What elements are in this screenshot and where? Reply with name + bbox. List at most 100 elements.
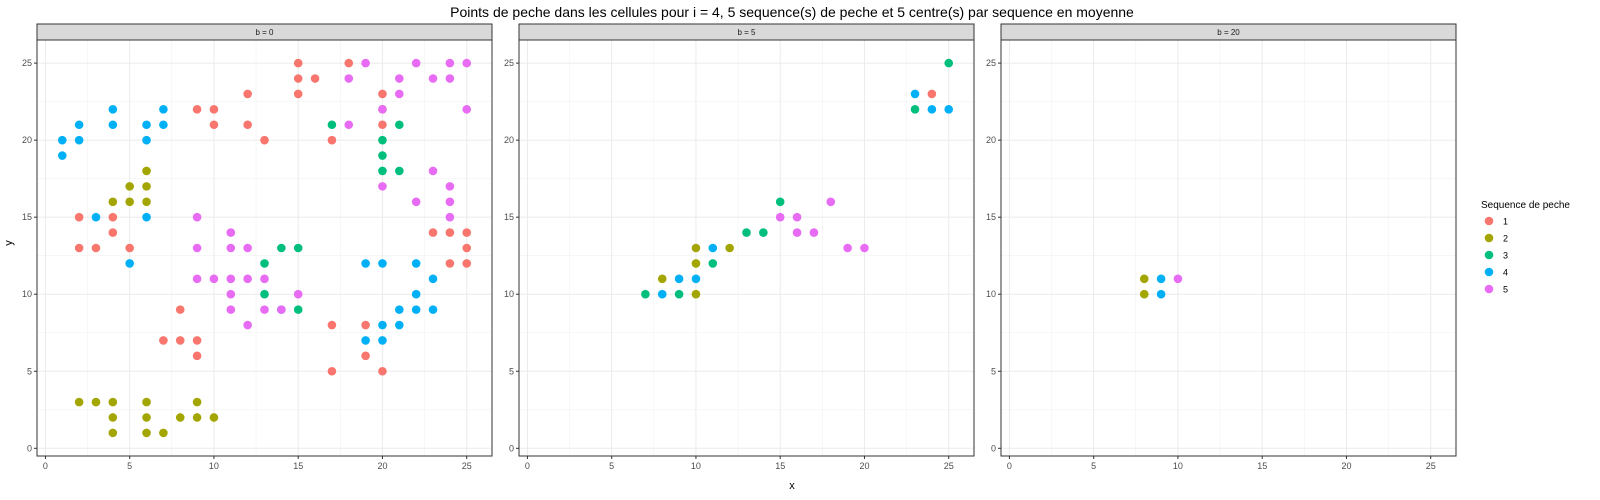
y-tick-label: 20 [22,135,32,145]
data-point-series-5 [445,58,455,68]
data-point-series-4 [74,120,84,130]
data-point-series-5 [344,120,354,130]
data-point-series-3 [277,243,286,253]
data-point-series-4 [395,320,404,330]
data-point-series-4 [428,274,438,284]
x-tick-label: 15 [293,461,303,471]
data-point-series-2 [209,413,219,422]
x-tick-label: 20 [377,461,387,471]
data-point-series-3 [378,166,387,176]
data-point-series-2 [108,197,118,207]
data-point-series-5 [1173,274,1183,284]
x-tick-label: 5 [609,461,614,471]
data-point-series-3 [641,289,650,299]
y-tick-label: 25 [22,58,32,68]
data-point-series-5 [809,228,819,237]
data-point-series-5 [792,212,802,222]
x-tick-label: 25 [1426,461,1436,471]
data-point-series-2 [192,413,202,422]
data-point-series-3 [260,259,269,268]
y-tick-label: 5 [27,366,32,376]
data-point-series-4 [411,259,421,268]
y-tick-label: 0 [509,443,514,453]
data-point-series-2 [192,397,202,407]
data-point-series-5 [378,182,387,191]
data-point-series-5 [395,89,404,99]
data-point-series-5 [395,74,404,83]
data-point-series-5 [344,74,354,83]
data-point-series-1 [462,228,472,237]
facet-panel: b = 0 0 5 10 15 20 25 0 5 10 15 20 25 [22,23,493,471]
data-point-series-5 [260,274,269,284]
data-point-series-4 [125,259,134,268]
legend-label-1: 1 [1503,217,1508,227]
data-point-series-5 [226,243,236,253]
data-point-series-5 [775,212,785,222]
data-point-series-4 [159,120,168,130]
panel-border [518,39,975,457]
data-point-series-5 [192,243,202,253]
data-point-series-3 [293,243,303,253]
legend-key-1 [1484,216,1494,226]
data-point-series-2 [108,397,118,407]
data-point-series-4 [927,105,937,114]
data-point-series-4 [691,274,701,284]
legend-label-3: 3 [1503,251,1508,261]
data-point-series-1 [159,336,168,345]
legend-key-4 [1484,267,1494,277]
data-point-series-1 [361,320,370,330]
data-point-series-1 [192,351,202,361]
data-point-series-3 [674,289,684,299]
data-point-series-3 [395,120,404,130]
data-point-series-2 [159,428,168,438]
data-point-series-4 [142,120,151,130]
data-point-series-4 [159,105,168,114]
data-point-series-4 [108,105,118,114]
panel-background [37,40,492,456]
y-axis-label: y [3,240,15,246]
data-point-series-4 [378,336,387,345]
legend-label-4: 4 [1503,268,1508,278]
data-point-series-2 [142,182,151,191]
data-point-series-2 [142,197,151,207]
y-tick-label: 15 [986,212,996,222]
y-tick-label: 5 [991,366,996,376]
y-tick-label: 25 [986,58,996,68]
facet-strip-label: b = 20 [1217,28,1240,37]
data-point-series-3 [378,151,387,160]
data-point-series-1 [243,120,252,130]
data-point-series-5 [462,58,472,68]
data-point-series-5 [243,320,252,330]
data-point-series-4 [378,259,387,268]
data-point-series-4 [142,135,151,145]
data-point-series-3 [260,289,269,299]
data-point-series-2 [1139,289,1149,299]
legend-key-3 [1484,250,1494,260]
y-tick-label: 10 [504,289,514,299]
data-point-series-4 [91,212,101,222]
data-point-series-4 [910,89,920,99]
data-point-series-1 [175,336,185,345]
data-point-series-4 [428,305,438,314]
panel-background [519,40,974,456]
data-point-series-5 [826,197,836,207]
data-point-series-1 [74,243,84,253]
x-tick-label: 0 [525,461,530,471]
data-point-series-5 [860,243,869,253]
data-point-series-2 [1139,274,1149,284]
data-point-series-3 [775,197,785,207]
legend-key-2 [1484,233,1494,243]
data-point-series-1 [192,336,202,345]
data-point-series-5 [445,182,455,191]
data-point-series-4 [411,289,421,299]
data-point-series-5 [192,212,202,222]
legend-key-5 [1484,284,1494,294]
data-point-series-3 [293,305,303,314]
data-point-series-5 [445,74,455,83]
data-point-series-2 [125,197,134,207]
x-tick-label: 10 [691,461,701,471]
data-point-series-1 [209,120,219,130]
data-point-series-1 [378,366,387,376]
data-point-series-1 [327,135,337,145]
